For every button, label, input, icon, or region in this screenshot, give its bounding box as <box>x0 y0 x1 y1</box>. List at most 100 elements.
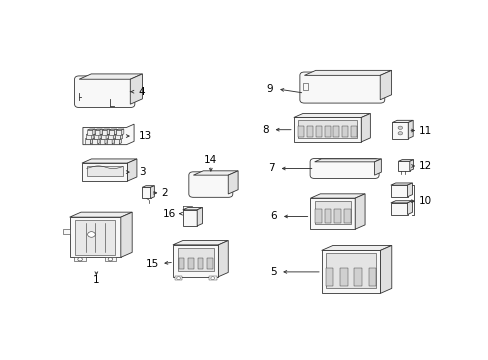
Polygon shape <box>314 201 350 224</box>
Bar <box>324 126 330 136</box>
Bar <box>325 269 333 287</box>
Polygon shape <box>197 207 202 226</box>
Polygon shape <box>390 183 411 185</box>
Text: 6: 6 <box>270 211 277 221</box>
Polygon shape <box>86 134 91 139</box>
Polygon shape <box>100 138 107 139</box>
Bar <box>74 257 85 261</box>
Polygon shape <box>116 130 122 135</box>
FancyBboxPatch shape <box>309 158 378 179</box>
Bar <box>332 126 339 136</box>
Text: 16: 16 <box>163 209 176 219</box>
Text: 1: 1 <box>93 275 100 285</box>
Polygon shape <box>119 138 122 144</box>
Bar <box>306 126 312 136</box>
Polygon shape <box>113 134 115 139</box>
Polygon shape <box>69 217 121 257</box>
Bar <box>341 126 347 136</box>
Polygon shape <box>391 120 412 122</box>
Text: 12: 12 <box>418 161 431 171</box>
Polygon shape <box>390 203 407 215</box>
Polygon shape <box>69 212 132 217</box>
Polygon shape <box>304 70 391 75</box>
Polygon shape <box>193 171 238 175</box>
Polygon shape <box>75 220 115 255</box>
Polygon shape <box>112 138 114 144</box>
Polygon shape <box>87 130 93 135</box>
Bar <box>188 258 193 269</box>
Bar <box>302 84 307 90</box>
Polygon shape <box>114 129 117 135</box>
Polygon shape <box>79 74 142 79</box>
Circle shape <box>397 126 402 129</box>
Bar <box>354 269 361 287</box>
FancyBboxPatch shape <box>188 172 232 197</box>
Polygon shape <box>109 129 117 130</box>
Polygon shape <box>407 201 411 215</box>
Polygon shape <box>321 251 380 293</box>
Text: 5: 5 <box>269 267 276 277</box>
Bar <box>62 229 69 234</box>
Polygon shape <box>105 138 107 144</box>
Polygon shape <box>100 129 102 135</box>
Polygon shape <box>85 139 90 144</box>
Circle shape <box>397 132 402 135</box>
Polygon shape <box>380 70 391 100</box>
Polygon shape <box>173 245 218 277</box>
Polygon shape <box>177 248 213 270</box>
Polygon shape <box>380 246 391 293</box>
Bar <box>314 209 321 223</box>
Polygon shape <box>310 198 354 229</box>
Polygon shape <box>102 129 109 130</box>
Text: 14: 14 <box>204 155 217 165</box>
Text: 8: 8 <box>262 125 268 135</box>
Bar <box>350 126 356 136</box>
Polygon shape <box>407 120 412 139</box>
Polygon shape <box>398 159 413 161</box>
Polygon shape <box>310 194 365 198</box>
Polygon shape <box>390 185 407 197</box>
Polygon shape <box>109 130 114 135</box>
Polygon shape <box>95 130 100 135</box>
Polygon shape <box>228 171 238 194</box>
Polygon shape <box>218 240 228 277</box>
Text: 3: 3 <box>139 167 145 177</box>
Polygon shape <box>127 159 137 181</box>
Polygon shape <box>102 130 107 135</box>
Circle shape <box>176 277 180 279</box>
Text: 7: 7 <box>268 163 274 174</box>
Polygon shape <box>106 138 114 139</box>
Polygon shape <box>87 129 95 130</box>
Bar <box>343 209 350 223</box>
Polygon shape <box>120 134 122 139</box>
Polygon shape <box>130 74 142 104</box>
Polygon shape <box>361 113 369 142</box>
Polygon shape <box>101 134 106 139</box>
Polygon shape <box>142 186 154 187</box>
Bar <box>298 126 304 136</box>
Bar <box>315 126 321 136</box>
Polygon shape <box>100 139 105 144</box>
FancyBboxPatch shape <box>299 72 384 103</box>
Polygon shape <box>297 120 357 138</box>
Polygon shape <box>92 138 100 139</box>
Polygon shape <box>293 113 369 117</box>
Polygon shape <box>409 159 413 171</box>
Polygon shape <box>108 134 113 139</box>
Bar <box>368 269 375 287</box>
Polygon shape <box>391 122 407 139</box>
Polygon shape <box>173 240 228 245</box>
Polygon shape <box>354 194 365 229</box>
Polygon shape <box>321 246 391 251</box>
Circle shape <box>108 258 112 261</box>
Text: 15: 15 <box>145 260 159 269</box>
Bar <box>175 276 182 280</box>
Polygon shape <box>82 163 127 181</box>
Polygon shape <box>150 186 154 198</box>
Polygon shape <box>183 210 197 226</box>
Polygon shape <box>83 124 134 145</box>
Polygon shape <box>293 117 361 142</box>
Polygon shape <box>95 129 102 130</box>
Polygon shape <box>142 187 150 198</box>
Polygon shape <box>407 183 411 197</box>
